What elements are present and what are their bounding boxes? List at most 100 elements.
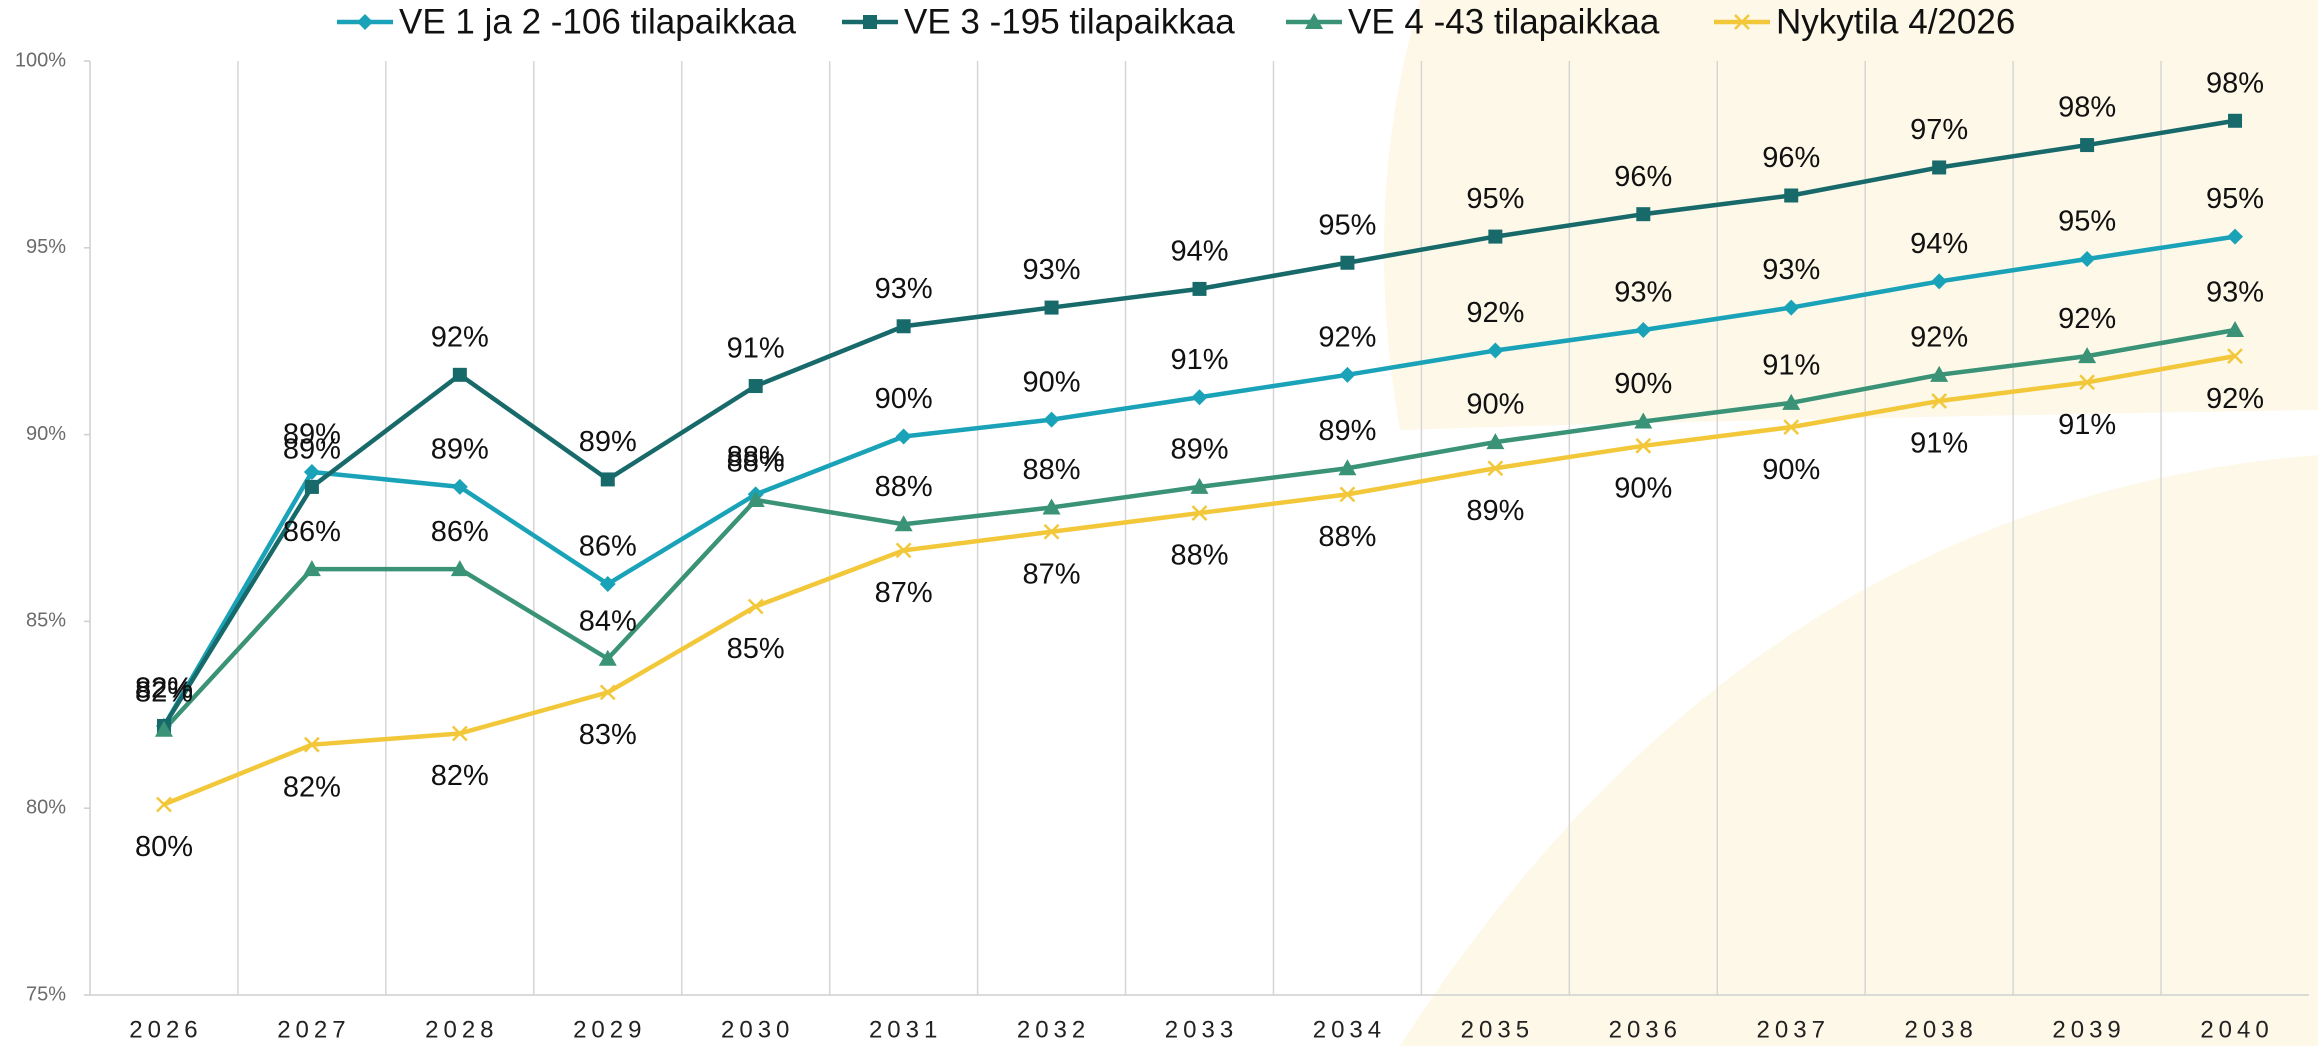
data-label: 83% [579, 719, 637, 751]
data-label: 82% [135, 673, 193, 705]
legend-marker [357, 14, 373, 30]
data-label: 91% [727, 333, 785, 365]
data-point [2226, 320, 2245, 337]
data-label: 89% [283, 434, 341, 466]
data-label: 88% [727, 441, 785, 473]
data-point [1190, 477, 1209, 494]
data-label: 96% [1614, 161, 1672, 193]
data-label: 92% [431, 321, 489, 353]
data-point [154, 720, 173, 737]
x-tick-label: 2034 [1313, 1016, 1386, 1043]
x-tick-label: 2036 [1609, 1016, 1682, 1043]
data-point [2079, 251, 2096, 268]
data-point [451, 725, 468, 742]
data-label: 86% [283, 516, 341, 548]
data-point [746, 490, 765, 507]
data-label: 89% [1170, 434, 1228, 466]
data-label: 87% [1023, 558, 1081, 590]
data-point [894, 515, 913, 532]
data-point [1635, 437, 1652, 454]
data-point [600, 472, 615, 487]
data-label: 90% [1023, 366, 1081, 398]
background-decoration [1384, 0, 2318, 1046]
data-point [1043, 523, 1060, 540]
data-point [1042, 498, 1061, 515]
x-tick-label: 2029 [573, 1016, 646, 1043]
data-point [1338, 459, 1357, 476]
data-label: 87% [875, 577, 933, 609]
data-point [1932, 160, 1947, 175]
y-tick-label: 75% [26, 983, 66, 1005]
data-label: 88% [1023, 454, 1081, 486]
data-point [2228, 113, 2243, 128]
plot-area: 75% 80% 85% 90% 95% 100% 2026 2027 2028 2029 2030 2… [15, 49, 2309, 1043]
data-point [895, 542, 912, 559]
data-label: 91% [2058, 409, 2116, 441]
data-label: 98% [2058, 92, 2116, 124]
legend-marker [863, 15, 877, 29]
data-label: 90% [1762, 454, 1820, 486]
data-label: 88% [1170, 540, 1228, 572]
data-point [304, 479, 319, 494]
x-tick-label: 2039 [2052, 1016, 2125, 1043]
data-point [748, 379, 763, 394]
data-label: 90% [1466, 389, 1524, 421]
data-point [450, 560, 469, 577]
data-label: 89% [579, 426, 637, 458]
y-tick-label: 85% [26, 610, 66, 632]
data-point [896, 319, 911, 334]
data-label: 92% [2206, 383, 2264, 415]
x-tick-label: 2038 [1904, 1016, 1977, 1043]
data-point [452, 367, 467, 382]
data-label: 94% [1170, 236, 1228, 268]
x-tick-label: 2028 [425, 1016, 498, 1043]
data-label: 91% [1910, 428, 1968, 460]
y-tick-label: 90% [26, 423, 66, 445]
data-point [2079, 374, 2095, 391]
x-tick-label: 2031 [869, 1016, 942, 1043]
x-tick-label: 2027 [277, 1016, 350, 1043]
legend-label: VE 4 -43 tilapaikkaa [1348, 2, 1660, 41]
data-label: 93% [1762, 254, 1820, 286]
data-label: 92% [1910, 321, 1968, 353]
data-point [1488, 229, 1503, 244]
data-point [1044, 300, 1059, 315]
data-point [1783, 419, 1800, 436]
data-point [1636, 207, 1651, 222]
y-tick-label: 100% [15, 49, 66, 71]
data-label: 91% [1170, 344, 1228, 376]
bg-shape [1400, 455, 2318, 1046]
data-point [1487, 342, 1504, 359]
x-tick-label: 2037 [1757, 1016, 1830, 1043]
data-point [451, 478, 468, 495]
data-label: 82% [135, 676, 193, 708]
data-point [1782, 393, 1801, 410]
data-point [599, 684, 616, 701]
y-tick-label: 80% [26, 796, 66, 818]
data-label: 88% [1318, 521, 1376, 553]
legend-marker [1734, 14, 1750, 30]
data-point [1191, 505, 1208, 521]
data-point [1486, 433, 1505, 450]
data-label: 95% [2206, 183, 2264, 215]
data-label: 84% [579, 605, 637, 637]
legend-marker [1305, 13, 1323, 29]
data-label: 82% [135, 673, 193, 705]
data-point [2078, 347, 2097, 364]
data-point [598, 649, 617, 666]
data-label: 95% [2058, 206, 2116, 238]
data-label: 82% [431, 760, 489, 792]
data-point [2227, 348, 2243, 365]
y-tick-label: 95% [26, 236, 66, 258]
data-point [1487, 460, 1504, 477]
x-tick-label: 2030 [721, 1016, 794, 1043]
data-label: 88% [727, 447, 785, 479]
data-label: 92% [1466, 297, 1524, 329]
data-label: 85% [727, 633, 785, 665]
data-point [2227, 228, 2244, 245]
data-label: 90% [1614, 472, 1672, 504]
data-point [1930, 365, 1949, 382]
data-point [1634, 412, 1653, 429]
data-label: 92% [1318, 321, 1376, 353]
